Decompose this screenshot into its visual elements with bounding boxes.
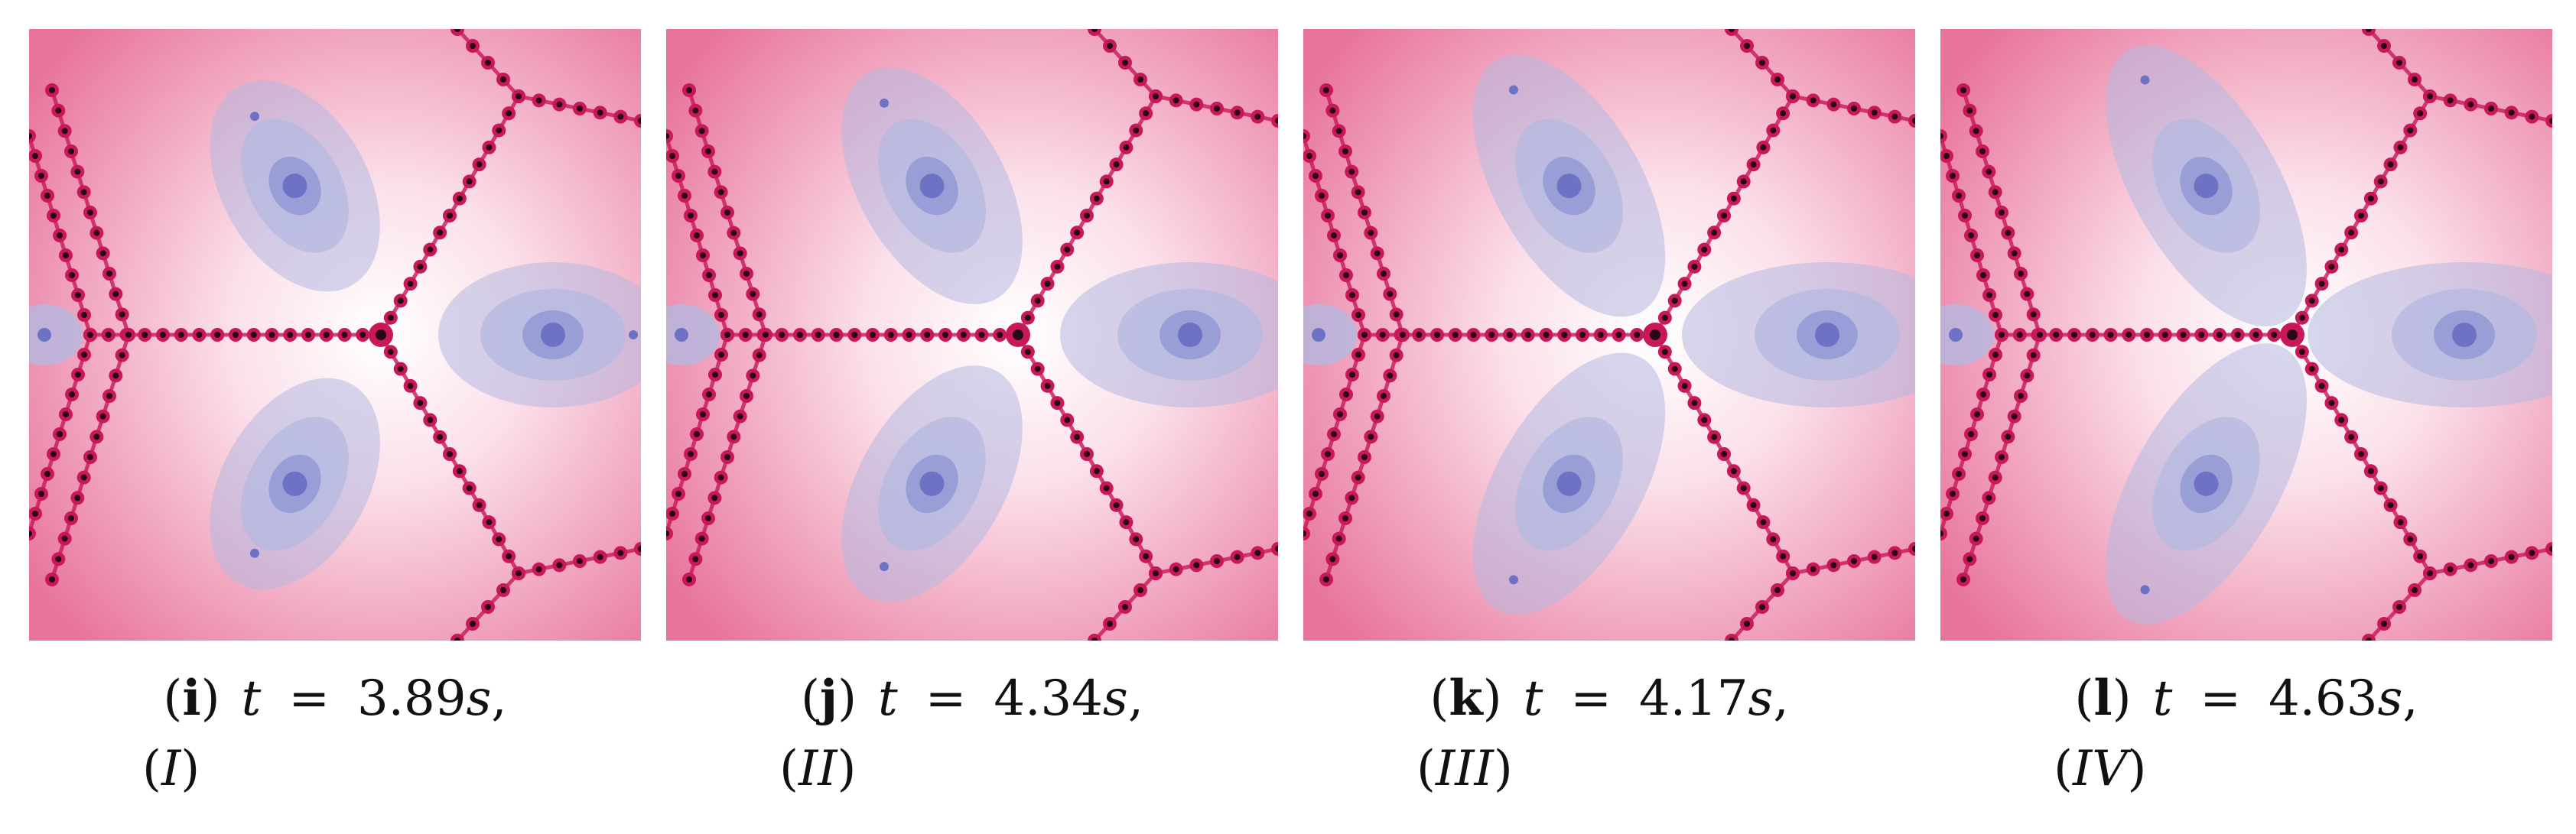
caption-j: (j) t = 4.34 s, (II)	[666, 664, 1278, 804]
case-label: IV	[2072, 741, 2128, 797]
figure-panel-i	[29, 29, 641, 641]
basin-fractal-image-l	[1940, 29, 2552, 641]
fractal-boundary	[666, 29, 1278, 641]
attractor-basins	[841, 67, 1278, 602]
attractor-basins	[210, 80, 641, 590]
case-label: III	[1435, 741, 1494, 797]
caption-k: (k) t = 4.17 s, (III)	[1303, 664, 1915, 804]
caption-l: (l) t = 4.63 s, (IV)	[1940, 664, 2552, 804]
figure-panel-l	[1940, 29, 2552, 641]
attractor-basins	[1472, 54, 1915, 615]
panel-label: k	[1449, 670, 1483, 727]
case-label: II	[798, 741, 838, 797]
time-symbol: t	[1523, 670, 1543, 727]
basin-fractal-image-j	[666, 29, 1278, 641]
comma: ,	[491, 670, 507, 727]
time-value: 4.63	[2268, 670, 2378, 727]
equals-sign: =	[2200, 670, 2241, 727]
time-symbol: t	[878, 670, 898, 727]
equals-sign: =	[925, 670, 967, 727]
time-symbol: t	[241, 670, 262, 727]
fractal-boundary	[1303, 29, 1915, 641]
panel-label: l	[2093, 670, 2113, 727]
case-label: I	[161, 741, 181, 797]
attractor-basins	[2106, 45, 2552, 625]
equals-sign: =	[1570, 670, 1612, 727]
time-unit: s	[1102, 670, 1128, 727]
figure-panel-k	[1303, 29, 1915, 641]
caption-i: (i) t = 3.89 s, (I)	[29, 664, 641, 804]
comma: ,	[2402, 670, 2418, 727]
time-value: 3.89	[356, 670, 467, 727]
basin-fractal-image-k	[1303, 29, 1915, 641]
comma: ,	[1773, 670, 1789, 727]
time-unit: s	[2377, 670, 2403, 727]
time-symbol: t	[2152, 670, 2173, 727]
fractal-boundary	[29, 29, 641, 641]
equals-sign: =	[288, 670, 330, 727]
time-value: 4.34	[994, 670, 1103, 727]
time-unit: s	[1748, 670, 1774, 727]
panel-label: j	[819, 670, 838, 727]
basin-fractal-image-i	[29, 29, 641, 641]
time-unit: s	[466, 670, 492, 727]
comma: ,	[1127, 670, 1144, 727]
figure-panel-j	[666, 29, 1278, 641]
panel-label: i	[182, 670, 201, 727]
fractal-boundary	[1940, 29, 2552, 641]
time-value: 4.17	[1638, 670, 1748, 727]
